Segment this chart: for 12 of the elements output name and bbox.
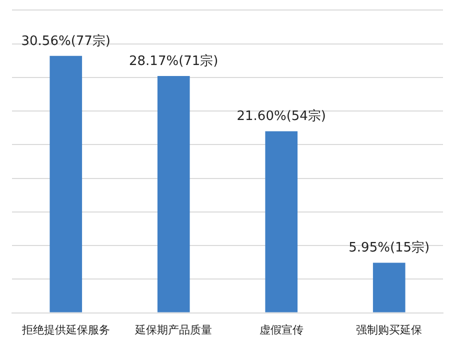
data-label: 28.17%(71宗)	[128, 52, 218, 69]
bar	[265, 131, 298, 312]
data-label: 5.95%(15宗)	[348, 240, 430, 256]
x-tick-label: 强制购买延保	[356, 323, 422, 336]
bar	[157, 76, 190, 312]
data-label: 30.56%(77宗)	[21, 32, 111, 49]
x-tick-label: 延保期产品质量	[134, 323, 212, 336]
x-tick-label: 虚假宣传	[259, 323, 304, 336]
data-label: 21.60%(54宗)	[236, 108, 326, 124]
bar	[50, 56, 82, 312]
bar	[372, 262, 406, 312]
x-tick-label: 拒绝提供延保服务	[20, 323, 110, 336]
